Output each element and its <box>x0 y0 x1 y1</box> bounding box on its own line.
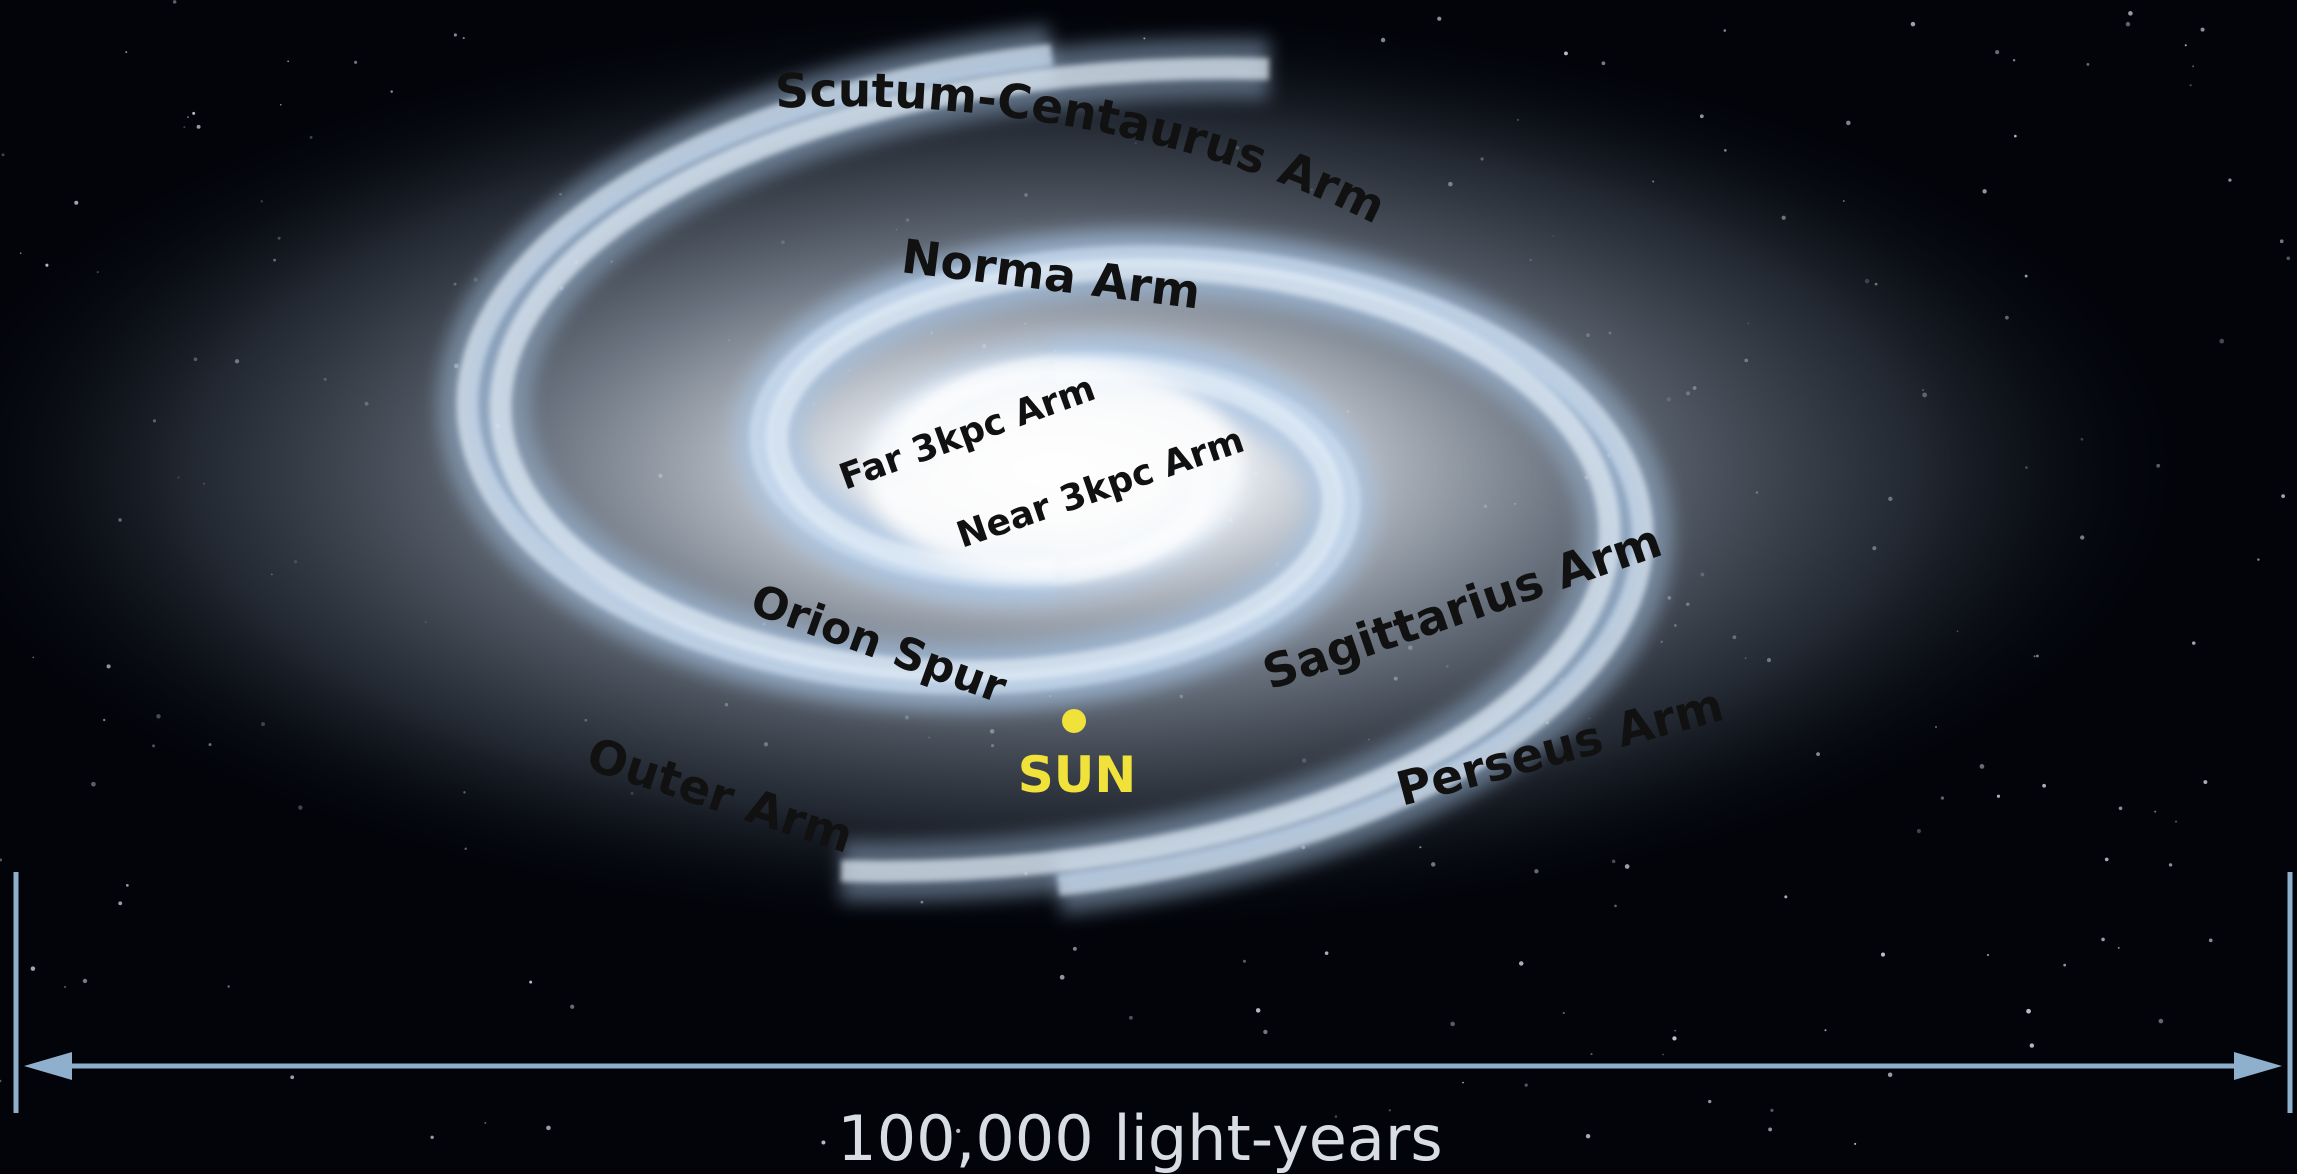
star <box>2087 63 2090 66</box>
star <box>1325 951 1329 955</box>
star <box>1243 960 1246 963</box>
star <box>2209 938 2213 942</box>
star <box>1462 1082 1464 1084</box>
star <box>1723 29 1726 32</box>
star <box>2118 947 2120 949</box>
star <box>1060 975 1065 980</box>
star <box>1450 1022 1455 1027</box>
star <box>2219 339 2224 344</box>
star <box>1824 1029 1826 1031</box>
star <box>1784 895 1787 898</box>
star <box>1917 829 1921 833</box>
star <box>1995 50 1999 54</box>
star <box>91 782 96 787</box>
star <box>125 51 127 53</box>
star <box>1881 953 1885 957</box>
star <box>2185 44 2187 46</box>
star <box>1911 22 1916 27</box>
star <box>1256 1008 1261 1013</box>
star <box>227 985 229 987</box>
star <box>1770 1109 1773 1112</box>
sun-marker <box>1062 709 1086 733</box>
star <box>2192 65 2194 67</box>
star <box>83 979 87 983</box>
star <box>1768 1127 1772 1131</box>
star <box>2192 641 2195 644</box>
star <box>173 0 177 4</box>
star <box>2119 806 2123 810</box>
star <box>197 125 201 129</box>
star <box>1614 905 1617 908</box>
star <box>2042 784 2046 788</box>
star <box>1590 1053 1592 1055</box>
star <box>192 112 195 115</box>
star <box>118 901 122 905</box>
star <box>1846 121 1851 126</box>
star <box>2169 863 2172 866</box>
star <box>2013 59 2015 61</box>
star <box>2257 558 2259 560</box>
star <box>2154 811 2156 813</box>
star <box>2159 1019 2164 1024</box>
star <box>287 60 289 62</box>
star <box>64 986 66 988</box>
star <box>20 252 22 254</box>
star <box>2105 858 2109 862</box>
star <box>183 126 185 128</box>
star <box>1674 1030 1676 1032</box>
star <box>2190 84 2192 86</box>
star <box>546 1126 551 1131</box>
star <box>1941 796 1944 799</box>
star <box>74 201 78 205</box>
star <box>1519 961 1524 966</box>
star <box>187 116 189 118</box>
sun-label: SUN <box>1018 746 1136 804</box>
star <box>463 37 465 39</box>
star <box>2101 938 2105 942</box>
star <box>1997 795 2000 798</box>
star <box>1708 1100 1711 1103</box>
star <box>1263 1030 1267 1034</box>
star <box>1854 1143 1856 1145</box>
star <box>430 1136 433 1139</box>
star <box>2203 780 2207 784</box>
star <box>1129 1016 1133 1020</box>
star <box>2126 22 2131 27</box>
star <box>570 1005 574 1009</box>
star <box>354 61 357 64</box>
star <box>2175 821 2177 823</box>
scale-label: 100,000 light-years <box>837 1102 1442 1174</box>
star <box>1987 954 1989 956</box>
star <box>1980 764 1985 769</box>
star <box>1525 1084 1528 1087</box>
star <box>2280 239 2284 243</box>
galaxy-diagram: Scutum-Centaurus Arm Norma Arm Far 3kpc … <box>0 0 2297 1174</box>
star <box>2030 1043 2034 1047</box>
star <box>2228 178 2231 181</box>
star <box>2281 494 2285 498</box>
star <box>280 104 282 106</box>
star <box>2 153 5 156</box>
star <box>1662 1054 1664 1056</box>
star <box>126 884 129 887</box>
star <box>2014 135 2017 138</box>
star <box>529 981 532 984</box>
star <box>1672 1036 1676 1040</box>
star <box>2201 28 2205 32</box>
star <box>1563 1012 1565 1014</box>
star <box>2286 256 2290 260</box>
star <box>290 1075 294 1079</box>
star <box>31 966 36 971</box>
star <box>454 33 457 36</box>
star <box>1586 1134 1590 1138</box>
star <box>1437 17 1441 21</box>
star <box>484 1122 486 1124</box>
star <box>2128 11 2133 16</box>
star <box>821 1140 825 1144</box>
star <box>1073 947 1077 951</box>
star <box>2026 1009 2031 1014</box>
star <box>2063 964 2066 967</box>
star <box>1888 1072 1893 1077</box>
